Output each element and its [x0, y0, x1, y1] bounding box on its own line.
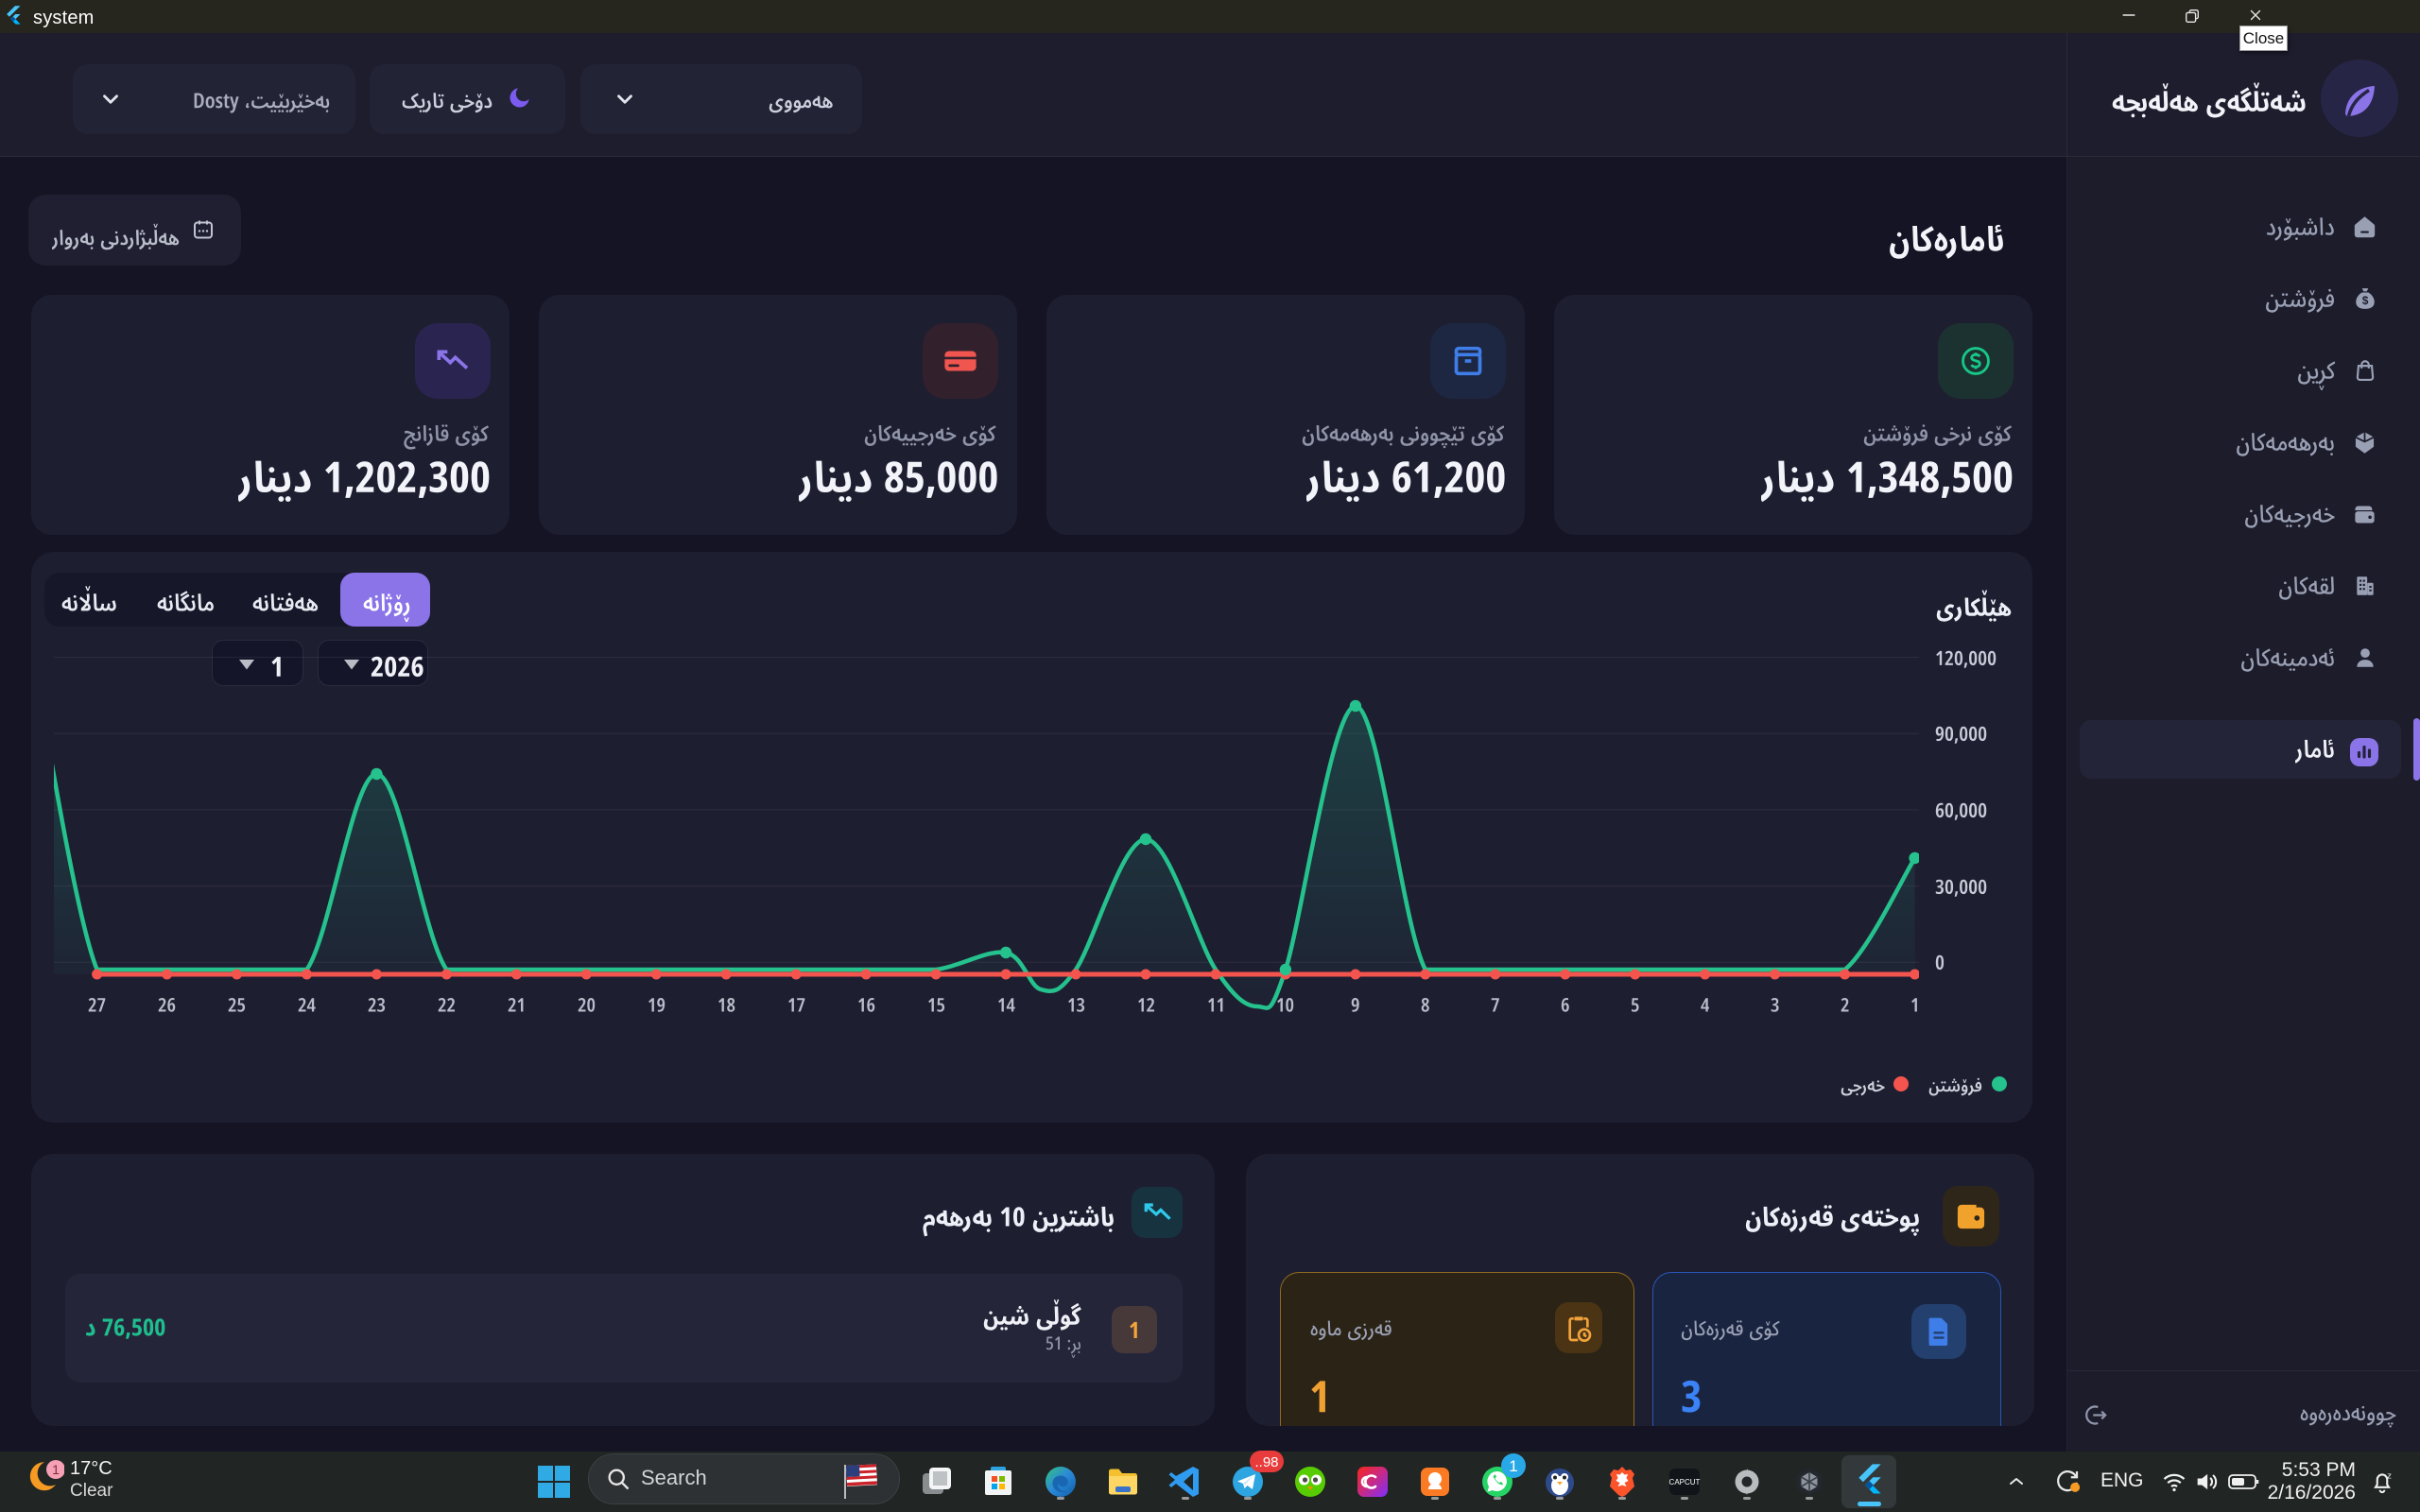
svg-text:$: $ — [2362, 294, 2369, 307]
svg-text:1: 1 — [1509, 1457, 1517, 1475]
svg-text:CAPCUT: CAPCUT — [1669, 1478, 1701, 1486]
svg-text:..98: ..98 — [1254, 1454, 1278, 1470]
svg-text:z: z — [2387, 1471, 2392, 1481]
svg-text:1: 1 — [52, 1462, 60, 1477]
